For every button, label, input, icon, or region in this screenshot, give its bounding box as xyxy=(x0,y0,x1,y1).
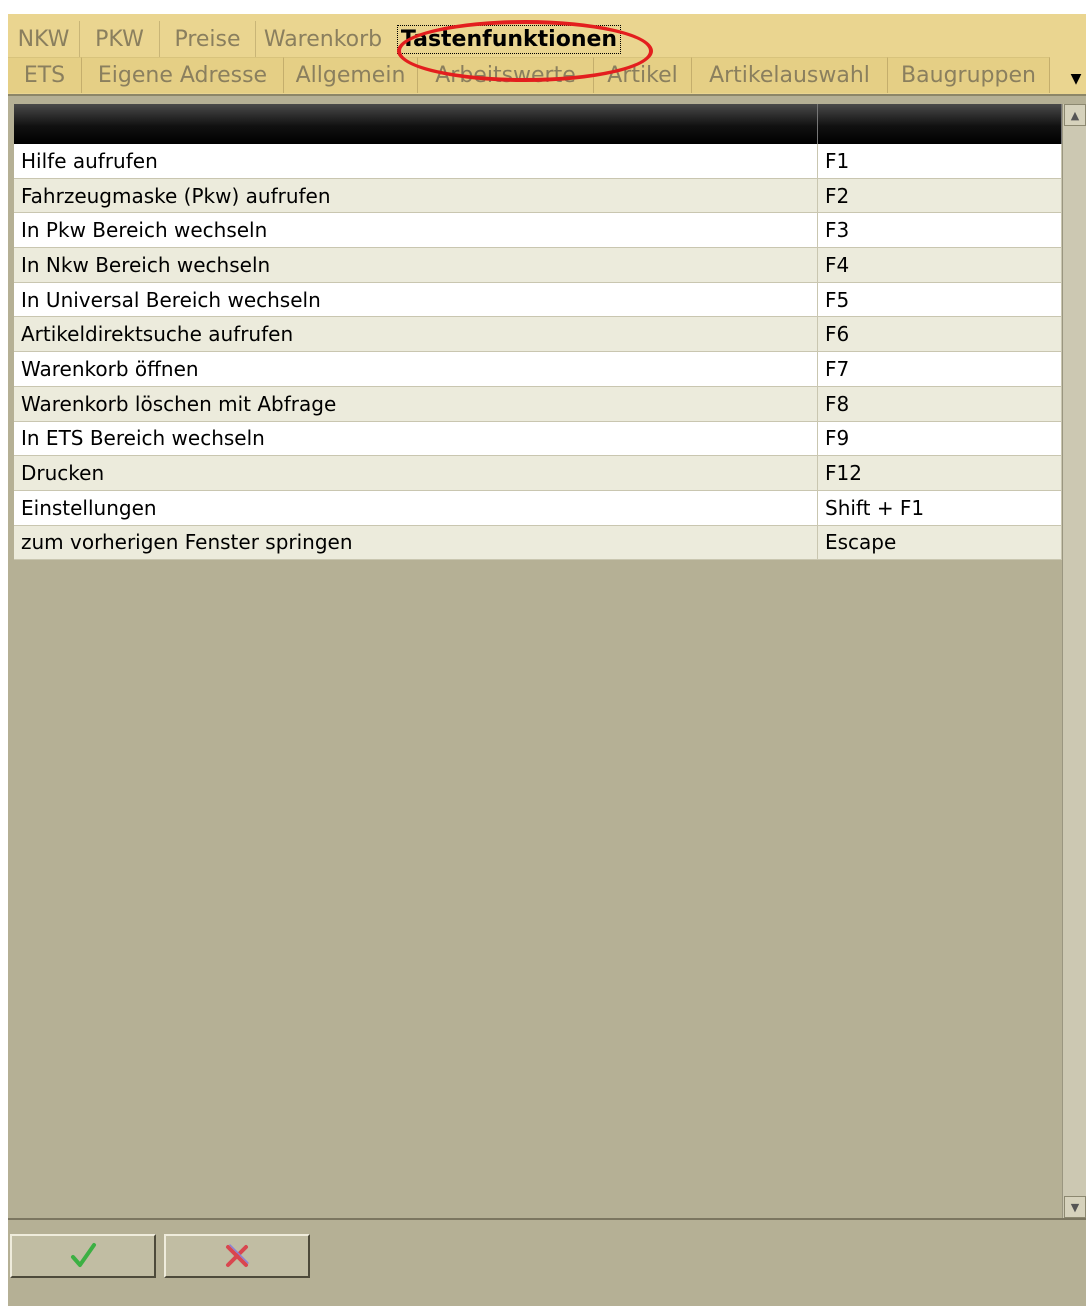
function-cell: In Nkw Bereich wechseln xyxy=(14,248,818,282)
key-cell: F1 xyxy=(818,144,1062,178)
column-header-key[interactable] xyxy=(818,104,1062,144)
function-cell: Warenkorb öffnen xyxy=(14,352,818,386)
column-header-function[interactable] xyxy=(14,104,818,144)
function-cell: zum vorherigen Fenster springen xyxy=(14,525,818,560)
tab-label: Tastenfunktionen xyxy=(396,24,622,54)
triangle-down-icon[interactable]: ▼ xyxy=(1070,71,1082,87)
tab-row-1: NKW PKW Preise Warenkorb Tastenfunktione… xyxy=(8,20,628,58)
content-panel: Hilfe aufrufen F1 Fahrzeugmaske (Pkw) au… xyxy=(8,94,1086,1218)
key-cell: F5 xyxy=(818,282,1062,317)
table-row[interactable]: zum vorherigen Fenster springen Escape xyxy=(14,525,1062,561)
function-cell: Warenkorb löschen mit Abfrage xyxy=(14,386,818,421)
tab-label: Baugruppen xyxy=(901,63,1036,88)
table-body: Hilfe aufrufen F1 Fahrzeugmaske (Pkw) au… xyxy=(14,144,1062,561)
table-row[interactable]: Artikeldirektsuche aufrufen F6 xyxy=(14,317,1062,353)
function-cell: In Pkw Bereich wechseln xyxy=(14,213,818,248)
tab-label: Warenkorb xyxy=(263,26,383,52)
cancel-button[interactable] xyxy=(164,1234,310,1278)
key-cell: F4 xyxy=(818,248,1062,282)
tab-ets[interactable]: ETS xyxy=(8,57,82,93)
ok-button[interactable] xyxy=(10,1234,156,1278)
tab-arbeitswerte[interactable]: Arbeitswerte xyxy=(418,57,594,93)
key-cell: Escape xyxy=(818,525,1062,560)
tab-label: NKW xyxy=(17,26,70,52)
table-row[interactable]: In Universal Bereich wechseln F5 xyxy=(14,282,1062,318)
tab-row-2: ETS Eigene Adresse Allgemein Arbeitswert… xyxy=(8,56,1086,94)
checkmark-icon xyxy=(71,1243,96,1267)
table-row[interactable]: In Pkw Bereich wechseln F3 xyxy=(14,213,1062,249)
tab-tastenfunktionen[interactable]: Tastenfunktionen xyxy=(390,21,628,57)
table-row[interactable]: Hilfe aufrufen F1 xyxy=(14,144,1062,179)
tab-label: Arbeitswerte xyxy=(435,63,576,88)
shortcut-table: Hilfe aufrufen F1 Fahrzeugmaske (Pkw) au… xyxy=(14,104,1062,561)
function-cell: Fahrzeugmaske (Pkw) aufrufen xyxy=(14,178,818,213)
table-header xyxy=(14,104,1062,144)
tab-artikelauswahl[interactable]: Artikelauswahl xyxy=(692,57,888,93)
tab-nkw[interactable]: NKW xyxy=(8,21,80,57)
key-cell: Shift + F1 xyxy=(818,490,1062,525)
table-row[interactable]: Warenkorb löschen mit Abfrage F8 xyxy=(14,386,1062,422)
tab-strip: NKW PKW Preise Warenkorb Tastenfunktione… xyxy=(8,14,1086,96)
key-cell: F7 xyxy=(818,352,1062,386)
tab-label: Allgemein xyxy=(295,63,406,88)
tab-eigene-adresse[interactable]: Eigene Adresse xyxy=(82,57,284,93)
scroll-up-icon[interactable]: ▲ xyxy=(1064,104,1086,126)
tab-artikel[interactable]: Artikel xyxy=(594,57,692,93)
key-cell: F12 xyxy=(818,456,1062,490)
tab-label: Eigene Adresse xyxy=(97,63,268,88)
tab-warenkorb[interactable]: Warenkorb xyxy=(256,21,390,57)
table-row[interactable]: In ETS Bereich wechseln F9 xyxy=(14,421,1062,457)
cross-icon xyxy=(226,1244,249,1267)
table-row[interactable]: Drucken F12 xyxy=(14,456,1062,491)
function-cell: Hilfe aufrufen xyxy=(14,144,818,178)
function-cell: Artikeldirektsuche aufrufen xyxy=(14,317,818,352)
scroll-down-icon[interactable]: ▼ xyxy=(1064,1196,1086,1218)
key-cell: F8 xyxy=(818,386,1062,421)
table-row[interactable]: Warenkorb öffnen F7 xyxy=(14,352,1062,387)
tab-label: Artikel xyxy=(607,63,678,88)
tab-allgemein[interactable]: Allgemein xyxy=(284,57,418,93)
key-cell: F6 xyxy=(818,317,1062,352)
tab-label: ETS xyxy=(23,63,66,88)
tab-baugruppen[interactable]: Baugruppen xyxy=(888,57,1050,93)
function-cell: Einstellungen xyxy=(14,490,818,525)
table-row[interactable]: Einstellungen Shift + F1 xyxy=(14,490,1062,526)
function-cell: In ETS Bereich wechseln xyxy=(14,421,818,456)
tab-label: Artikelauswahl xyxy=(709,63,870,88)
function-cell: Drucken xyxy=(14,456,818,490)
vertical-scrollbar[interactable]: ▲ ▼ xyxy=(1062,104,1086,1218)
table-row[interactable]: Fahrzeugmaske (Pkw) aufrufen F2 xyxy=(14,178,1062,214)
tab-label: PKW xyxy=(95,26,144,52)
table-row[interactable]: In Nkw Bereich wechseln F4 xyxy=(14,248,1062,283)
key-cell: F3 xyxy=(818,213,1062,248)
footer-bar xyxy=(8,1218,1086,1306)
key-cell: F9 xyxy=(818,421,1062,456)
tab-label: Preise xyxy=(174,26,241,52)
key-cell: F2 xyxy=(818,178,1062,213)
tab-preise[interactable]: Preise xyxy=(160,21,256,57)
function-cell: In Universal Bereich wechseln xyxy=(14,282,818,317)
tab-pkw[interactable]: PKW xyxy=(80,21,160,57)
